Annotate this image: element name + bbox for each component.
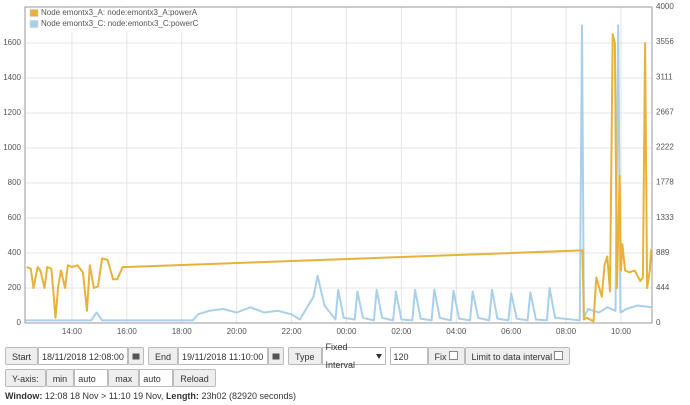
series-line [25, 24, 652, 322]
y-tick-label: 0 [17, 318, 22, 327]
window-info: Window: 12:08 18 Nov > 11:10 19 Nov, Len… [5, 391, 296, 401]
x-tick-label: 10:00 [611, 327, 632, 336]
max-label: max [108, 369, 140, 387]
y-tick-label: 400 [8, 248, 22, 257]
end-input[interactable]: 19/11/2018 11:10:00 [178, 347, 269, 365]
length-value: 23h02 (82920 seconds) [201, 391, 297, 401]
x-tick-label: 08:00 [556, 327, 577, 336]
min-label: min [45, 369, 75, 387]
x-tick-label: 14:00 [62, 327, 83, 336]
limit-label: Limit to data interval [471, 352, 553, 362]
min-input[interactable]: auto [74, 369, 109, 387]
y-tick-label: 200 [8, 283, 22, 292]
series-line [26, 33, 653, 323]
y-tick-label: 1200 [3, 108, 21, 117]
x-tick-label: 22:00 [282, 327, 303, 336]
y2-tick-label: 889 [656, 248, 670, 257]
legend-label: Node emontx3_A: node:emontx3_A:powerA [41, 8, 198, 17]
length-label: Length: [165, 391, 199, 401]
legend-swatch [29, 9, 39, 17]
type-select[interactable]: Fixed Interval [321, 342, 386, 370]
y-tick-label: 1400 [3, 73, 21, 82]
x-tick-label: 04:00 [446, 327, 467, 336]
y-tick-label: 800 [8, 178, 22, 187]
x-tick-label: 16:00 [117, 327, 138, 336]
controls-row: Start 18/11/2018 12:08:00 End 19/11/2018… [5, 342, 571, 370]
x-tick-label: 02:00 [391, 327, 412, 336]
yaxis-row: Y-axis: min auto max auto Reload [5, 369, 216, 387]
type-value: Fixed Interval [325, 342, 356, 370]
start-input[interactable]: 18/11/2018 12:08:00 [38, 347, 129, 365]
legend-box [27, 8, 187, 32]
y2-tick-label: 4000 [656, 2, 674, 11]
y2-tick-label: 1778 [656, 178, 674, 187]
type-label: Type [288, 347, 322, 365]
start-label: Start [5, 347, 39, 365]
interval-input[interactable]: 120 [389, 347, 428, 365]
calendar-button[interactable] [268, 347, 285, 365]
plot-border [24, 6, 653, 324]
y-tick-label: 600 [8, 213, 22, 222]
y2-tick-label: 444 [656, 283, 670, 292]
fix-label: Fix [434, 352, 447, 362]
end-label: End [148, 347, 179, 365]
legend-swatch [29, 20, 39, 28]
x-tick-label: 06:00 [501, 327, 522, 336]
window-label: Window: [5, 391, 43, 401]
yaxis-label: Y-axis: [5, 369, 46, 387]
y2-tick-label: 2667 [656, 107, 674, 116]
x-tick-label: 18:00 [172, 327, 193, 336]
chart: 0 200 400 600 800 1000 1200 1400 1600 0 444 889 1333… [3, 2, 674, 336]
window-range: 12:08 18 Nov > 11:10 19 Nov, [44, 391, 164, 401]
y2-tick-label: 0 [656, 318, 661, 327]
y2-tick-label: 3556 [656, 37, 674, 46]
y2-tick-label: 2222 [656, 143, 674, 152]
y-tick-label: 1000 [3, 143, 21, 152]
y2-tick-label: 3111 [656, 72, 673, 81]
x-tick-label: 00:00 [336, 327, 357, 336]
x-tick-label: 20:00 [227, 327, 248, 336]
y-tick-label: 1600 [3, 38, 21, 47]
calendar-button[interactable] [128, 347, 145, 365]
fix-toggle[interactable]: Fix [427, 347, 465, 365]
limit-toggle[interactable]: Limit to data interval [464, 347, 571, 365]
legend-label: Node emontx3_C: node:emontx3_C:powerC [41, 19, 199, 28]
max-input[interactable]: auto [139, 369, 174, 387]
y2-tick-label: 1333 [656, 213, 674, 222]
reload-button[interactable]: Reload [173, 369, 216, 387]
